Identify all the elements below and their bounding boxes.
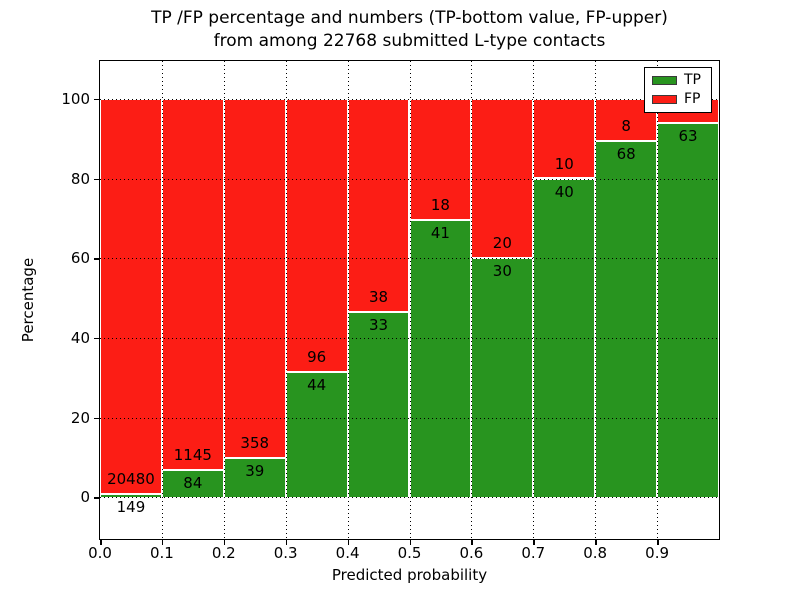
fp-count-label: 358: [240, 434, 270, 453]
y-tick-label: 60: [70, 249, 90, 268]
bar-segment-tp-0.4-0.5: [347, 312, 410, 498]
tp-count-label: 44: [307, 375, 327, 394]
bar-segment-fp-0.0-0.1: [100, 98, 162, 495]
x-tick-label: 0.1: [149, 544, 174, 562]
y-tick-label: 20: [70, 408, 90, 427]
tp-count-label: 68: [616, 144, 636, 163]
tp-count-label: 41: [430, 224, 450, 243]
legend-entry-tp: TP: [645, 73, 711, 88]
y-tick-mark: [94, 337, 100, 340]
gridline-v-0.9: [657, 61, 659, 539]
x-tick-mark: [409, 539, 411, 545]
x-tick-mark: [100, 539, 102, 545]
y-tick-mark: [94, 258, 100, 260]
x-tick-label: 0.4: [335, 544, 360, 562]
y-tick-label: 0: [80, 488, 90, 507]
fp-count-label: 38: [369, 288, 389, 307]
x-tick-label: 0.5: [397, 544, 422, 562]
y-tick-label: 80: [70, 169, 90, 188]
x-tick-label: 0.6: [459, 544, 484, 562]
legend: TP FP: [644, 67, 712, 113]
fp-count-label: 20: [492, 234, 512, 253]
chart-title-line2: from among 22768 submitted L-type contac…: [213, 31, 606, 51]
x-tick-label: 0.9: [645, 544, 670, 562]
x-axis-label: Predicted probability: [331, 566, 488, 584]
tp-count-label: 149: [116, 498, 146, 517]
x-tick-mark: [223, 539, 226, 545]
tp-count-label: 30: [492, 262, 512, 281]
tp-count-label: 33: [369, 316, 389, 335]
x-tick-label: 0.7: [521, 544, 546, 562]
gridline-v-0.7: [533, 61, 535, 539]
bar-segment-fp-0.3-0.4: [285, 98, 348, 372]
bar-segment-tp-0.8-0.9: [595, 140, 658, 498]
x-tick-mark: [533, 539, 535, 545]
plot-area: 20480 149 1145 84 358 39 96 44 38 33 18 41 20 30 10 40 8…: [99, 60, 720, 540]
gridline-v-0.4: [347, 61, 349, 539]
bar-segment-fp-0.4-0.5: [347, 98, 410, 313]
fp-count-label: 10: [554, 154, 574, 173]
x-tick-mark: [347, 539, 350, 545]
bar-segment-fp-0.1-0.2: [161, 98, 224, 470]
x-tick-label: 0.2: [211, 544, 236, 562]
x-tick-mark: [161, 539, 164, 545]
gridline-v-0.3: [285, 61, 287, 539]
bar-segment-tp-0.0-0.1: [100, 494, 162, 498]
legend-swatch-tp-icon: [652, 76, 677, 86]
chart-title: TP /FP percentage and numbers (TP-bottom…: [99, 7, 720, 53]
bar-segment-tp-0.9-1.0: [657, 122, 719, 498]
y-tick-label: 40: [70, 328, 90, 347]
gridline-v-0.6: [471, 61, 473, 539]
tp-count-label: 40: [554, 182, 574, 201]
chart-title-line1: TP /FP percentage and numbers (TP-bottom…: [151, 8, 668, 28]
legend-entry-fp: FP: [645, 90, 711, 107]
bar-segment-tp-0.2-0.3: [223, 458, 286, 498]
x-tick-mark: [285, 539, 288, 545]
bar-segment-tp-0.3-0.4: [285, 371, 348, 498]
legend-label-fp: FP: [684, 90, 701, 107]
legend-swatch-fp-icon: [652, 94, 677, 104]
gridline-v-0.8: [595, 61, 597, 539]
y-tick-mark: [94, 178, 100, 180]
fp-count-label: 8: [621, 116, 631, 135]
fp-count-label: 20480: [107, 470, 155, 489]
legend-label-tp: TP: [684, 72, 701, 89]
y-tick-mark: [94, 98, 100, 101]
x-tick-label: 0.8: [583, 544, 608, 562]
gridline-v-0.5: [409, 61, 411, 539]
fp-count-label: 1145: [173, 445, 212, 464]
tp-count-label: 84: [183, 473, 203, 492]
y-tick-mark: [94, 497, 100, 499]
tp-count-label: 63: [678, 126, 698, 145]
bar-segment-tp-0.5-0.6: [409, 220, 472, 498]
x-tick-mark: [657, 539, 659, 545]
bar-segment-fp-0.2-0.3: [223, 98, 286, 459]
tp-count-label: 39: [245, 462, 265, 481]
x-tick-label: 0.0: [88, 544, 112, 562]
gridline-v-0.2: [223, 61, 225, 539]
x-tick-mark: [471, 539, 473, 545]
x-tick-mark: [595, 539, 597, 545]
y-tick-mark: [94, 417, 100, 419]
fp-count-label: 96: [307, 347, 327, 366]
bar-segment-tp-0.6-0.7: [471, 258, 534, 498]
y-axis-label: Percentage: [19, 257, 37, 343]
gridline-v-0.1: [161, 61, 163, 539]
y-tick-label: 100: [61, 89, 90, 108]
x-tick-label: 0.3: [273, 544, 298, 562]
fp-count-label: 18: [430, 196, 450, 215]
